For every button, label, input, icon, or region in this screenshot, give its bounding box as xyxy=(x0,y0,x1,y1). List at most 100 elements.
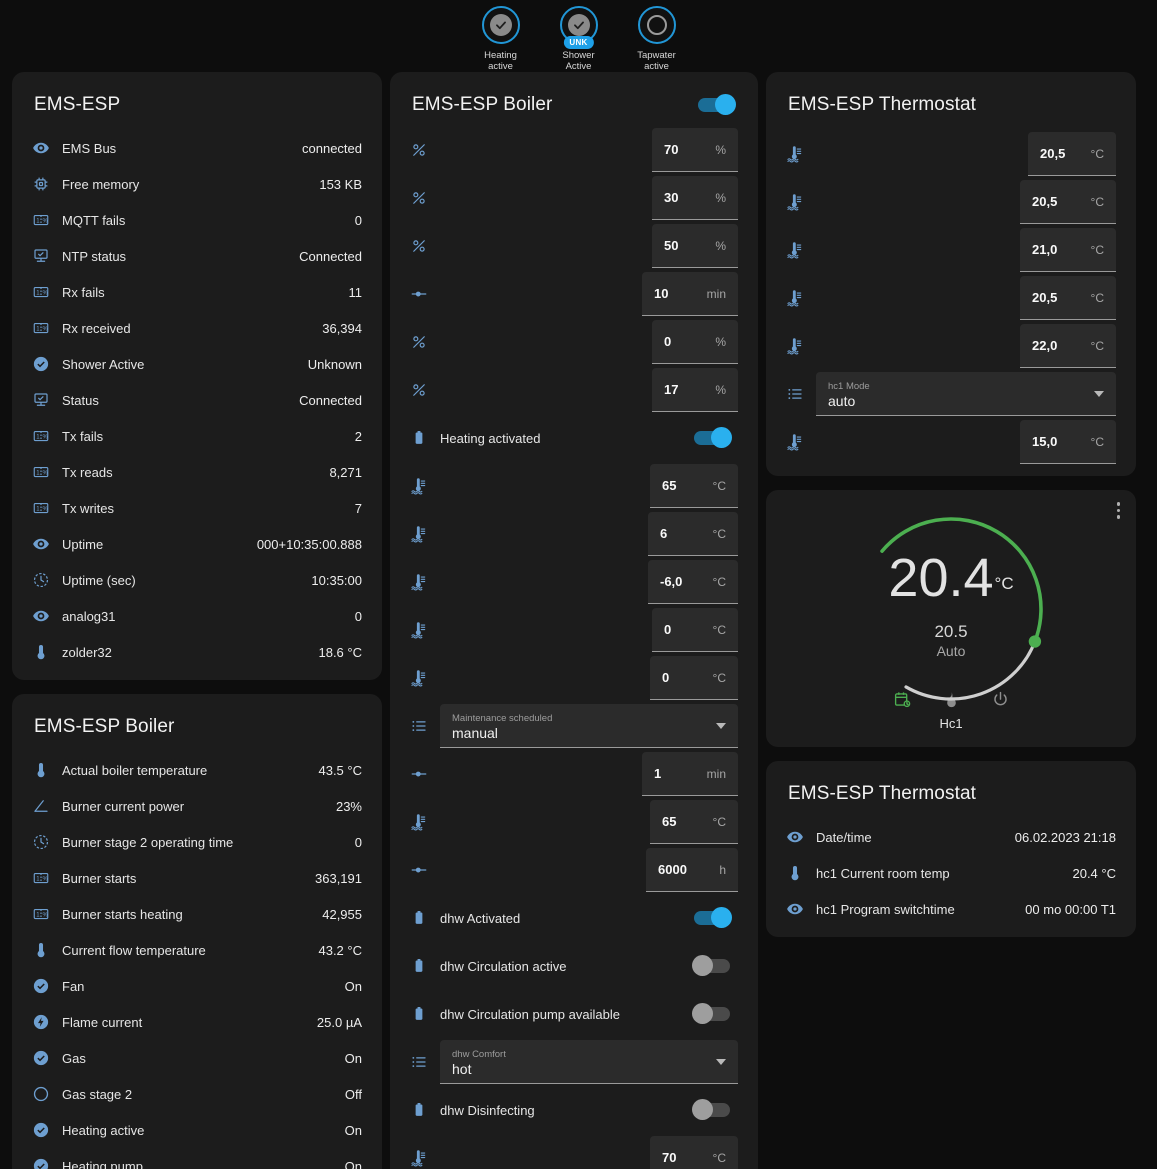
select-field[interactable]: hc1 Mode auto xyxy=(816,372,1116,416)
status-ring xyxy=(481,6,520,44)
boiler-card-toggle[interactable] xyxy=(652,94,742,115)
input-unit: °C xyxy=(1090,434,1104,449)
list-icon xyxy=(410,1053,440,1071)
select-field[interactable]: Maintenance scheduled manual xyxy=(440,704,738,748)
counter-icon: 1% xyxy=(32,319,62,337)
value-input[interactable]: 10 min xyxy=(642,272,738,316)
value-input[interactable]: 20,5 °C xyxy=(1020,276,1116,320)
gauge-target-temp: 20.5 xyxy=(934,622,968,641)
status-item-heating-active[interactable]: Heating active xyxy=(469,6,533,72)
counter-icon: 1% xyxy=(32,427,62,445)
value-input[interactable]: 6 °C xyxy=(648,512,738,556)
control-label: dhw Circulation active xyxy=(440,958,567,974)
input-value: 6000 xyxy=(658,862,687,877)
calendar-clock-icon[interactable] xyxy=(893,690,912,709)
input-unit: °C xyxy=(712,478,726,493)
ntp-icon xyxy=(32,391,62,409)
value-input[interactable]: 30 % xyxy=(652,176,738,220)
counter-icon: 1% xyxy=(32,463,62,481)
toggle-switch[interactable] xyxy=(692,1099,730,1120)
toggle-switch[interactable] xyxy=(694,907,732,928)
value-input[interactable]: 1 min xyxy=(642,752,738,796)
temperature-gauge[interactable]: 20.4 °C 20.5 Auto xyxy=(846,504,1056,701)
svg-text:1: 1 xyxy=(36,291,40,297)
input-row: 22,0 °C xyxy=(782,322,1120,370)
status-item-label: Shower Active xyxy=(562,50,595,72)
eye-icon xyxy=(32,607,62,625)
input-value: 20,5 xyxy=(1032,290,1058,305)
boiler-controls-title: EMS-ESP Boiler xyxy=(412,94,553,115)
chevron-down-icon[interactable] xyxy=(716,1058,726,1065)
svg-text:%: % xyxy=(43,435,49,441)
thermo-icon xyxy=(32,761,62,779)
toggle-switch[interactable] xyxy=(692,955,730,976)
value-input[interactable]: 20,5 °C xyxy=(1020,180,1116,224)
toggle-wrap xyxy=(648,427,738,448)
value-input[interactable]: 6000 h xyxy=(646,848,738,892)
value-input[interactable]: 21,0 °C xyxy=(1020,228,1116,272)
check-icon xyxy=(32,1121,62,1139)
list-item: NTP status Connected xyxy=(28,238,366,274)
clock-icon xyxy=(32,571,62,589)
value-input[interactable]: -6,0 °C xyxy=(648,560,738,604)
svg-text:%: % xyxy=(43,219,49,225)
select-row: dhw Comfort hot xyxy=(406,1038,742,1086)
chevron-down-icon[interactable] xyxy=(716,722,726,729)
gauge-mode: Auto xyxy=(936,643,966,659)
list-item-label: Status xyxy=(62,392,99,408)
list-item-label: hc1 Current room temp xyxy=(816,865,950,881)
percent-icon xyxy=(410,333,440,351)
check-icon xyxy=(32,977,62,995)
input-unit: % xyxy=(715,238,726,253)
status-item-tapwater-active[interactable]: Tapwater active xyxy=(625,6,689,72)
list-item-label: Uptime (sec) xyxy=(62,572,136,588)
thermostat-readonly-card: EMS-ESP Thermostat Date/time 06.02.2023 … xyxy=(766,761,1136,937)
list-item-value: On xyxy=(344,1122,362,1138)
value-input[interactable]: 50 % xyxy=(652,224,738,268)
value-input[interactable]: 20,5 °C xyxy=(1028,132,1116,176)
value-input[interactable]: 0 °C xyxy=(650,656,738,700)
list-item-value: connected xyxy=(302,140,362,156)
page-title: EMS-ESP xyxy=(34,94,121,115)
input-unit: % xyxy=(715,190,726,205)
toggle-switch[interactable] xyxy=(694,427,732,448)
list-item: 1% Tx writes 7 xyxy=(28,490,366,526)
watertemp-icon xyxy=(786,337,816,355)
input-value: 65 xyxy=(662,478,677,493)
value-input[interactable]: 70 °C xyxy=(650,1136,738,1169)
value-input[interactable]: 70 % xyxy=(652,128,738,172)
value-input[interactable]: 15,0 °C xyxy=(1020,420,1116,464)
thermostat-gauge-card: 20.4 °C 20.5 Auto Hc1 xyxy=(766,490,1136,747)
value-input[interactable]: 22,0 °C xyxy=(1020,324,1116,368)
status-item-shower-active[interactable]: UNK Shower Active xyxy=(547,6,611,72)
value-input[interactable]: 0 °C xyxy=(652,608,738,652)
list-item-label: MQTT fails xyxy=(62,212,126,228)
value-input[interactable]: 0 % xyxy=(652,320,738,364)
select-value: hot xyxy=(452,1061,472,1077)
toggle-switch[interactable] xyxy=(692,1003,730,1024)
gauge-current-temp: 20.4 °C xyxy=(888,550,1013,612)
list-item: Fan On xyxy=(28,968,366,1004)
check-icon xyxy=(32,1049,62,1067)
input-row: 70 % xyxy=(406,126,742,174)
boiler-card-toggle-switch[interactable] xyxy=(698,94,736,115)
value-input[interactable]: 17 % xyxy=(652,368,738,412)
boiler-controls-card: EMS-ESP Boiler 70 % 30 % xyxy=(390,72,758,1169)
input-unit: °C xyxy=(712,1150,726,1165)
select-field[interactable]: dhw Comfort hot xyxy=(440,1040,738,1084)
list-item: 1% Rx received 36,394 xyxy=(28,310,366,346)
input-unit: °C xyxy=(712,574,726,589)
input-row: 21,0 °C xyxy=(782,226,1120,274)
select-caption: dhw Comfort xyxy=(452,1049,506,1060)
power-icon[interactable] xyxy=(991,690,1010,709)
thermostat-controls-title: EMS-ESP Thermostat xyxy=(788,94,976,115)
list-item: Flame current 25.0 µA xyxy=(28,1004,366,1040)
chevron-down-icon[interactable] xyxy=(1094,390,1104,397)
input-value: 70 xyxy=(662,1150,677,1165)
more-options-icon[interactable] xyxy=(1116,502,1120,519)
boiler-controls-row-list: 70 % 30 % 50 % 10 min xyxy=(406,126,742,1169)
battery-icon xyxy=(410,1101,440,1119)
value-input[interactable]: 65 °C xyxy=(650,464,738,508)
value-input[interactable]: 65 °C xyxy=(650,800,738,844)
list-item-label: Gas xyxy=(62,1050,86,1066)
